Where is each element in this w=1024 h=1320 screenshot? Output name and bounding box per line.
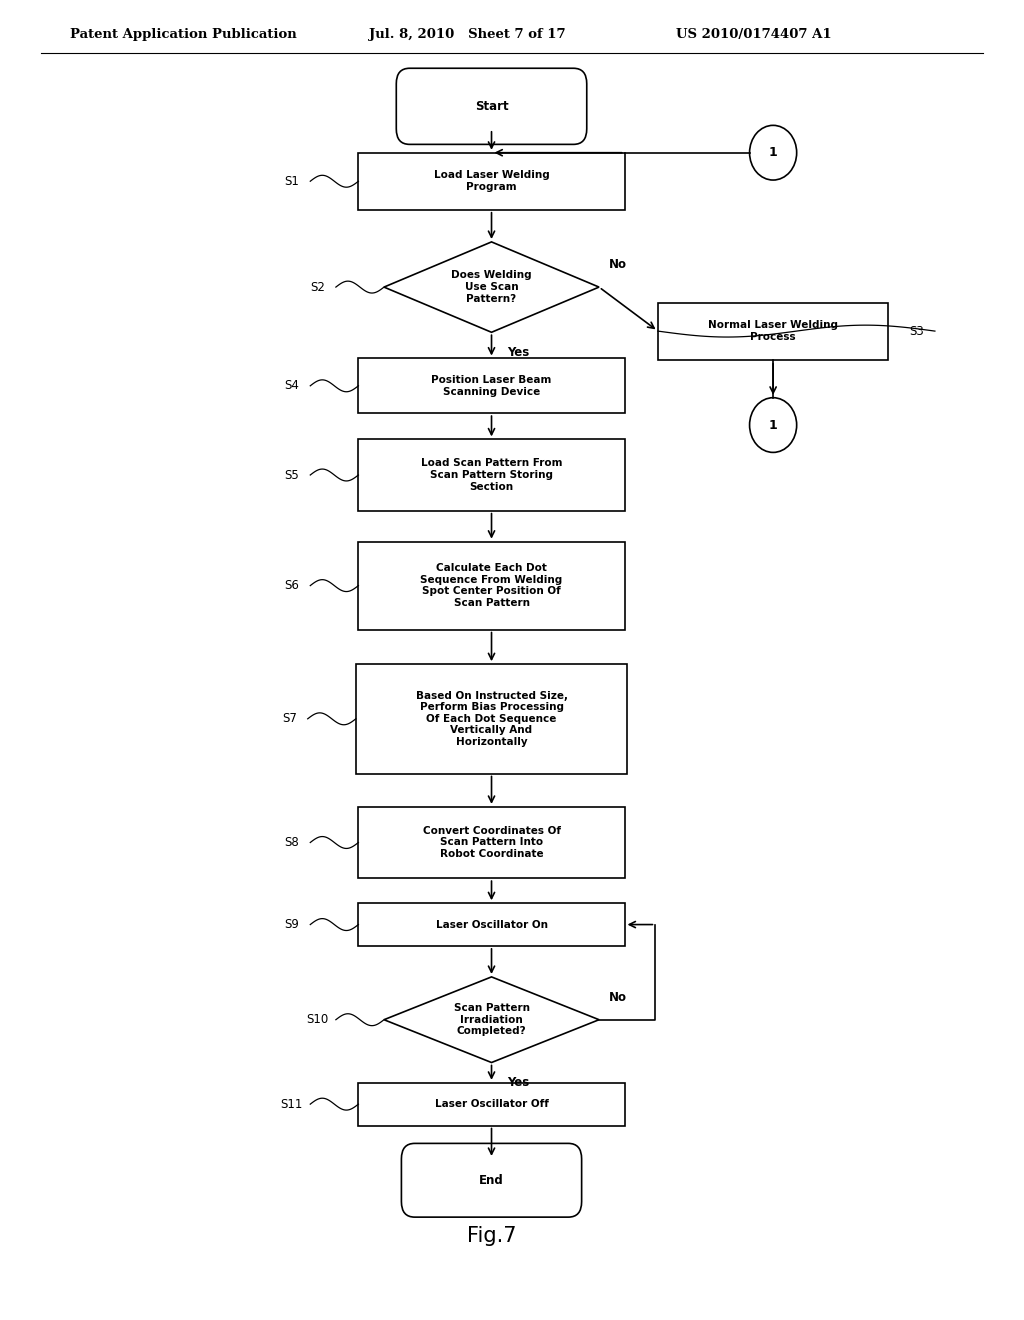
Text: S4: S4	[285, 379, 299, 392]
Text: Yes: Yes	[507, 1076, 529, 1089]
Text: Jul. 8, 2010   Sheet 7 of 17: Jul. 8, 2010 Sheet 7 of 17	[369, 28, 565, 41]
Text: Convert Coordinates Of
Scan Pattern Into
Robot Coordinate: Convert Coordinates Of Scan Pattern Into…	[423, 826, 560, 859]
Text: S2: S2	[310, 281, 325, 293]
Bar	[358, 903, 625, 946]
Text: No: No	[609, 259, 628, 271]
Text: Yes: Yes	[507, 346, 529, 359]
Bar	[358, 440, 625, 511]
Text: Patent Application Publication: Patent Application Publication	[70, 28, 296, 41]
Text: 1: 1	[769, 147, 777, 160]
Text: End: End	[479, 1173, 504, 1187]
Bar	[358, 153, 625, 210]
Text: S1: S1	[285, 174, 299, 187]
Text: Load Scan Pattern From
Scan Pattern Storing
Section: Load Scan Pattern From Scan Pattern Stor…	[421, 458, 562, 491]
Bar	[358, 1082, 625, 1126]
Text: Load Laser Welding
Program: Load Laser Welding Program	[433, 170, 550, 191]
FancyBboxPatch shape	[401, 1143, 582, 1217]
Text: Does Welding
Use Scan
Pattern?: Does Welding Use Scan Pattern?	[452, 271, 531, 304]
Text: S11: S11	[281, 1098, 303, 1110]
Text: 1: 1	[769, 418, 777, 432]
FancyBboxPatch shape	[396, 69, 587, 144]
Text: US 2010/0174407 A1: US 2010/0174407 A1	[676, 28, 831, 41]
Text: Fig.7: Fig.7	[467, 1226, 516, 1246]
Text: S9: S9	[285, 919, 299, 931]
Text: S8: S8	[285, 836, 299, 849]
Text: Scan Pattern
Irradiation
Completed?: Scan Pattern Irradiation Completed?	[454, 1003, 529, 1036]
Bar	[356, 664, 627, 774]
Text: No: No	[609, 991, 628, 1003]
Text: S10: S10	[306, 1014, 329, 1026]
Text: Based On Instructed Size,
Perform Bias Processing
Of Each Dot Sequence
Verticall: Based On Instructed Size, Perform Bias P…	[416, 690, 567, 747]
Text: S5: S5	[285, 469, 299, 482]
Text: Laser Oscillator Off: Laser Oscillator Off	[434, 1100, 549, 1109]
Text: S3: S3	[909, 325, 924, 338]
Text: Calculate Each Dot
Sequence From Welding
Spot Center Position Of
Scan Pattern: Calculate Each Dot Sequence From Welding…	[421, 564, 562, 609]
Bar	[358, 807, 625, 878]
Polygon shape	[384, 977, 599, 1063]
Text: Position Laser Beam
Scanning Device: Position Laser Beam Scanning Device	[431, 375, 552, 396]
Text: Start: Start	[475, 100, 508, 112]
Text: Laser Oscillator On: Laser Oscillator On	[435, 920, 548, 929]
Text: S6: S6	[285, 579, 299, 593]
Bar	[358, 359, 625, 413]
Polygon shape	[384, 242, 599, 333]
Bar	[657, 302, 888, 359]
Bar	[358, 541, 625, 630]
Text: S7: S7	[282, 713, 297, 725]
Text: Normal Laser Welding
Process: Normal Laser Welding Process	[709, 321, 838, 342]
